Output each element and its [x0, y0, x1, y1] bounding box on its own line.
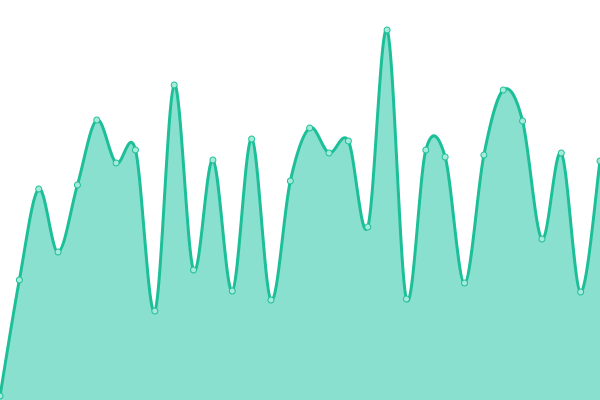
- data-point-24: [461, 279, 469, 287]
- data-point-18: [344, 137, 352, 145]
- data-point-30: [577, 288, 585, 296]
- data-point-22: [422, 146, 430, 154]
- data-point-14: [267, 296, 275, 304]
- data-point-8: [151, 307, 159, 315]
- data-point-5: [93, 116, 101, 124]
- data-point-23: [441, 153, 449, 161]
- data-point-21: [402, 295, 410, 303]
- data-point-25: [480, 151, 488, 159]
- data-point-11: [209, 156, 217, 164]
- data-point-28: [538, 235, 546, 243]
- data-point-0: [0, 392, 4, 400]
- data-point-4: [73, 181, 81, 189]
- data-point-16: [306, 124, 314, 132]
- data-point-10: [190, 266, 198, 274]
- data-point-12: [228, 287, 236, 295]
- data-point-9: [170, 81, 178, 89]
- data-point-27: [519, 117, 527, 125]
- data-markers: [0, 26, 600, 400]
- data-point-6: [112, 159, 120, 167]
- data-point-3: [54, 248, 62, 256]
- data-point-29: [557, 149, 565, 157]
- data-point-19: [364, 223, 372, 231]
- data-point-26: [499, 86, 507, 94]
- data-point-7: [131, 146, 139, 154]
- area-fill: [0, 29, 600, 400]
- data-point-1: [15, 276, 23, 284]
- data-point-15: [286, 177, 294, 185]
- data-point-2: [35, 185, 43, 193]
- data-point-17: [325, 149, 333, 157]
- data-point-20: [383, 26, 391, 34]
- data-point-13: [248, 135, 256, 143]
- data-point-31: [596, 157, 600, 165]
